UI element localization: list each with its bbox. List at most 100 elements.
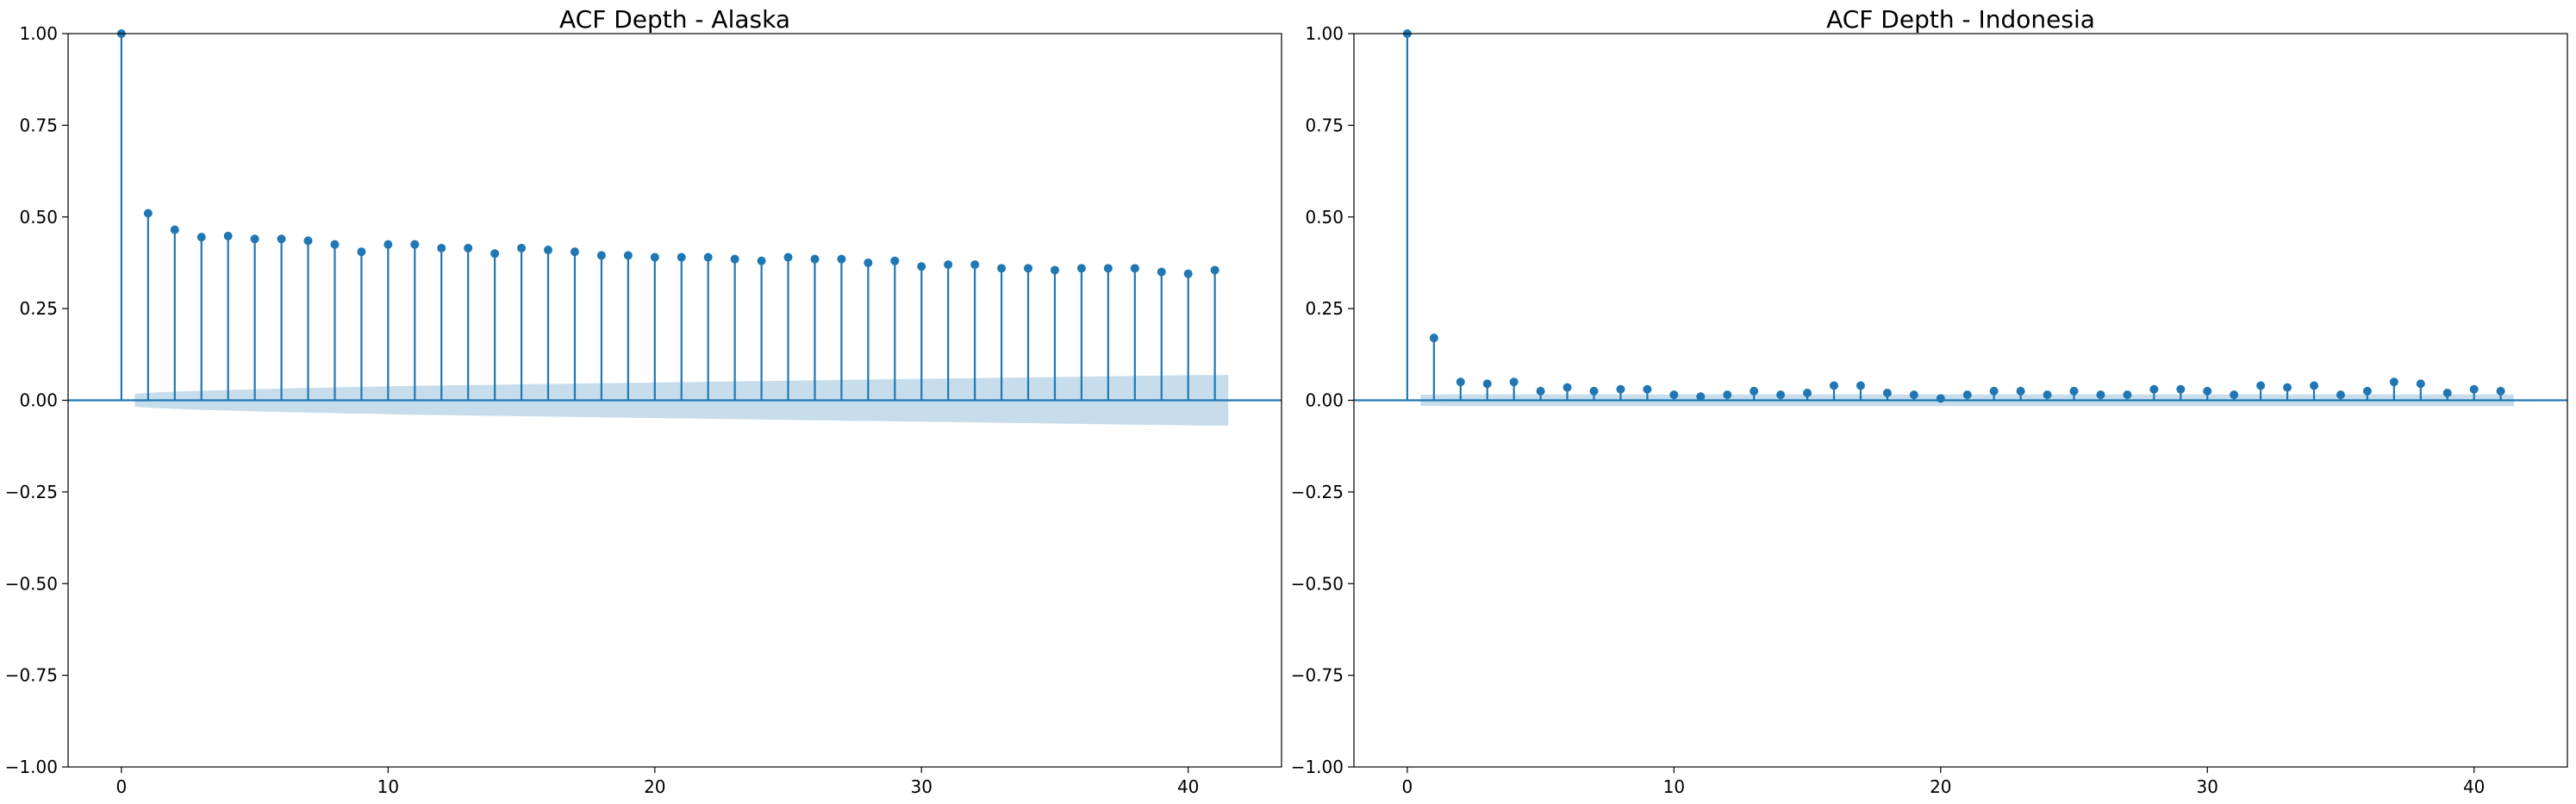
acf-marker-lag-36 bbox=[2362, 386, 2372, 396]
acf-marker-lag-2 bbox=[170, 225, 179, 234]
acf-marker-lag-1 bbox=[143, 209, 153, 218]
acf-marker-lag-28 bbox=[864, 258, 873, 267]
chart-title: ACF Depth - Alaska bbox=[559, 5, 790, 34]
acf-marker-lag-22 bbox=[1989, 386, 1999, 396]
acf-marker-lag-8 bbox=[1616, 384, 1625, 394]
x-tick-label: 0 bbox=[1402, 776, 1413, 797]
acf-marker-lag-37 bbox=[2389, 377, 2398, 387]
acf-marker-lag-25 bbox=[2069, 386, 2079, 396]
acf-marker-lag-23 bbox=[2016, 386, 2025, 396]
x-tick-label: 20 bbox=[644, 776, 665, 797]
acf-panel-indonesia: −1.00 −0.75 −0.50 −0.25 0.00 0.25 0.50 0.75 1.00… bbox=[1291, 5, 2568, 797]
acf-marker-lag-16 bbox=[1830, 381, 1839, 390]
acf-marker-lag-32 bbox=[2256, 381, 2266, 390]
acf-marker-lag-30 bbox=[917, 262, 926, 271]
acf-marker-lag-17 bbox=[570, 247, 579, 257]
acf-marker-lag-24 bbox=[2043, 390, 2052, 400]
acf-marker-lag-6 bbox=[1562, 383, 1572, 392]
y-tick-label: 0.75 bbox=[19, 115, 58, 135]
acf-marker-lag-26 bbox=[2096, 390, 2105, 400]
acf-marker-lag-3 bbox=[1482, 379, 1492, 389]
y-tick-label: −1.00 bbox=[1291, 757, 1344, 777]
acf-marker-lag-22 bbox=[703, 252, 713, 262]
acf-marker-lag-18 bbox=[1882, 388, 1892, 397]
y-tick-label: −1.00 bbox=[5, 757, 58, 777]
x-tick-label: 10 bbox=[1663, 776, 1685, 797]
acf-marker-lag-33 bbox=[997, 264, 1007, 273]
acf-marker-lag-27 bbox=[837, 254, 846, 264]
acf-marker-lag-10 bbox=[384, 240, 393, 249]
acf-marker-lag-9 bbox=[1643, 384, 1652, 394]
acf-marker-lag-26 bbox=[810, 254, 820, 264]
acf-marker-lag-38 bbox=[2416, 379, 2425, 389]
y-tick-label: −0.50 bbox=[1291, 573, 1344, 594]
acf-marker-lag-15 bbox=[1803, 388, 1812, 397]
y-tick-label: 1.00 bbox=[1305, 23, 1344, 44]
acf-marker-lag-23 bbox=[730, 254, 739, 264]
y-tick-label: 1.00 bbox=[19, 23, 58, 44]
acf-marker-lag-34 bbox=[2310, 381, 2319, 390]
acf-marker-lag-18 bbox=[596, 251, 606, 260]
acf-marker-lag-41 bbox=[1210, 265, 1219, 275]
acf-marker-lag-36 bbox=[1076, 264, 1086, 273]
acf-marker-lag-35 bbox=[2336, 390, 2345, 400]
acf-marker-lag-41 bbox=[2496, 386, 2505, 396]
acf-marker-lag-39 bbox=[2442, 388, 2452, 397]
acf-marker-lag-29 bbox=[890, 256, 900, 265]
acf-marker-lag-15 bbox=[517, 243, 527, 252]
acf-marker-lag-17 bbox=[1856, 381, 1865, 390]
acf-marker-lag-11 bbox=[410, 240, 420, 249]
acf-marker-lag-28 bbox=[2149, 384, 2159, 394]
acf-marker-lag-20 bbox=[650, 252, 659, 262]
x-tick-label: 10 bbox=[377, 776, 399, 797]
acf-marker-lag-8 bbox=[330, 240, 340, 249]
y-tick-label: 0.50 bbox=[1305, 207, 1344, 227]
acf-marker-lag-16 bbox=[544, 246, 553, 255]
acf-marker-lag-12 bbox=[1723, 390, 1732, 400]
acf-marker-lag-29 bbox=[2176, 384, 2186, 394]
acf-marker-lag-37 bbox=[1103, 264, 1113, 273]
acf-marker-lag-31 bbox=[2230, 390, 2239, 400]
acf-marker-lag-31 bbox=[944, 260, 953, 270]
acf-marker-lag-9 bbox=[357, 247, 366, 257]
acf-marker-lag-2 bbox=[1456, 377, 1465, 387]
y-tick-label: −0.75 bbox=[1291, 665, 1344, 686]
acf-marker-lag-13 bbox=[464, 243, 473, 252]
acf-marker-lag-19 bbox=[623, 251, 633, 260]
acf-marker-lag-6 bbox=[277, 234, 286, 244]
y-tick-label: 0.00 bbox=[19, 390, 58, 411]
acf-marker-lag-20 bbox=[1936, 394, 1945, 403]
acf-marker-lag-21 bbox=[677, 252, 686, 262]
acf-marker-lag-5 bbox=[1536, 386, 1545, 396]
chart-title: ACF Depth - Indonesia bbox=[1826, 5, 2095, 34]
acf-marker-lag-3 bbox=[196, 233, 206, 242]
x-tick-label: 40 bbox=[2463, 776, 2485, 797]
y-tick-label: 0.25 bbox=[19, 298, 58, 319]
acf-marker-lag-39 bbox=[1157, 267, 1166, 277]
acf-marker-lag-7 bbox=[303, 236, 313, 246]
x-tick-label: 30 bbox=[2197, 776, 2218, 797]
acf-marker-lag-33 bbox=[2283, 383, 2292, 392]
y-tick-label: 0.25 bbox=[1305, 298, 1344, 319]
acf-marker-lag-7 bbox=[1589, 386, 1599, 396]
acf-marker-lag-10 bbox=[1669, 390, 1679, 400]
acf-marker-lag-14 bbox=[1776, 390, 1786, 400]
acf-marker-lag-12 bbox=[437, 243, 446, 252]
acf-marker-lag-34 bbox=[1024, 264, 1033, 273]
x-tick-label: 20 bbox=[1930, 776, 1951, 797]
x-tick-label: 30 bbox=[911, 776, 932, 797]
y-tick-label: −0.25 bbox=[5, 482, 58, 502]
acf-marker-lag-40 bbox=[1183, 269, 1193, 278]
acf-marker-lag-14 bbox=[490, 249, 500, 259]
acf-marker-lag-24 bbox=[757, 256, 766, 265]
acf-marker-lag-38 bbox=[1130, 264, 1139, 273]
acf-marker-lag-4 bbox=[1509, 377, 1519, 387]
acf-marker-lag-19 bbox=[1909, 390, 1918, 400]
y-tick-label: 0.75 bbox=[1305, 115, 1344, 135]
acf-panel-alaska: −1.00 −0.75 −0.50 −0.25 0.00 0.25 0.50 0.75 1.00… bbox=[5, 5, 1282, 797]
acf-marker-lag-30 bbox=[2203, 386, 2212, 396]
acf-marker-lag-5 bbox=[250, 234, 259, 244]
acf-marker-lag-32 bbox=[970, 260, 980, 270]
acf-marker-lag-13 bbox=[1750, 386, 1759, 396]
